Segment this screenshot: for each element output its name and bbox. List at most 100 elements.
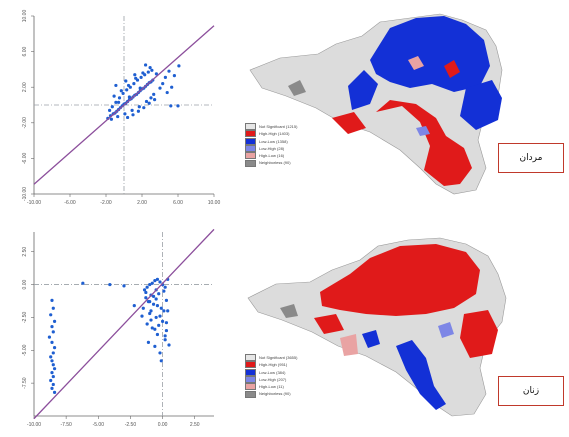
scatter-point [146,70,150,74]
y-tick-label: 0.00 [22,279,28,289]
x-tick-label: 0.00 [158,422,168,428]
scatter-point [47,335,52,339]
scatter-point [119,89,123,93]
scatter-point [110,105,114,109]
scatter-point [138,86,142,90]
scatter-point [177,64,181,68]
legend-swatch [245,159,256,167]
scatter-point [49,355,53,359]
legend-item: High-High (951) [245,361,297,369]
scatter-point [167,343,171,347]
legend-item: High-Low (11) [245,383,297,391]
legend-label: High-Low (16) [259,153,285,159]
cluster-map-top: Not Significant (1215) High-High (1403) Lo… [240,0,569,215]
map-legend-top: Not Significant (1215) High-High (1403) Lo… [245,123,297,167]
legend-item: High-Low (16) [245,152,297,160]
scatter-point [159,306,163,310]
scatter-point [140,314,144,318]
scatter-point [153,327,157,331]
cluster-map-bottom: Not Significant (3655) High-High (951) Low… [240,218,569,437]
legend-item: Low-Low (1358) [245,137,297,145]
scatter-point [112,94,116,98]
scatter-point [149,96,153,100]
y-tick-label: -6.00 [22,152,28,164]
scatter-point [116,114,120,119]
scatter-point [158,314,162,318]
y-tick-label: 2.00 [22,82,28,92]
legend-label: Low-High (207) [259,376,287,382]
legend-label: High-Low (11) [259,384,284,390]
scatter-point [164,321,169,325]
scatter-point [154,315,158,320]
scatter-point [121,91,125,96]
scatter-point [124,79,128,83]
y-tick-label: 2.50 [22,247,28,257]
scatter-point [123,112,127,116]
scatter-point [148,311,152,316]
scatter-point [158,280,162,284]
scatter-point [131,113,135,117]
scatter-point [155,332,160,337]
scatter-point [148,282,152,287]
scatter-point [150,281,154,285]
legend-swatch [245,130,256,138]
scatter-point [144,99,149,104]
scatter-point [126,83,131,88]
scatter-point [52,346,57,350]
regression-line [33,25,215,185]
legend-swatch [245,376,256,384]
y-tick-label: -2.50 [22,312,28,324]
scatter-point [127,95,131,99]
scatter-point [50,298,54,302]
scatter-point [114,100,118,104]
legend-swatch [245,137,256,145]
legend-label: Neighborless (90) [259,160,291,166]
scatter-point [162,309,166,313]
scatter-point [136,109,140,113]
legend-swatch [245,368,256,376]
scatter-point [149,318,153,322]
scatter-point [51,382,55,387]
scatter-point [163,285,167,289]
scatter-point [144,296,148,300]
scatter-point [159,359,163,363]
x-tick-label: 6.00 [173,200,183,206]
scatter-point [132,82,136,86]
legend-item: Not Significant (3655) [245,354,297,362]
scatter-point [155,304,160,308]
scatter-point [50,371,54,375]
scatter-point [150,326,154,330]
scatter-point [169,104,173,108]
scatter-point [161,82,165,86]
scatter-point [141,71,145,75]
legend-label: Low-Low (384) [259,369,286,375]
scatter-point [125,88,129,92]
map-bottom-shape [247,237,507,417]
scatter-point [167,69,171,73]
scatter-point [132,304,136,308]
legend-label: High-High (1403) [259,131,290,137]
scatter-point [155,277,160,281]
scatter-point [144,290,148,295]
x-tick-label: -6.00 [64,200,76,206]
scatter-point [130,108,134,112]
scatter-point [165,90,169,95]
scatter-point [114,83,118,88]
scatter-point [109,117,113,121]
scatter-point [163,334,167,338]
x-tick-label: -2.50 [125,422,137,428]
scatter-point [148,300,152,304]
legend-item: High-High (1403) [245,130,297,138]
legend-item: Neighborless (90) [245,390,297,398]
x-tick-label: -10.00 [27,200,41,206]
legend-swatch [245,361,256,369]
scatter-point [142,288,147,292]
scatter-point [117,96,122,100]
x-tick-label: -7.50 [60,422,72,428]
x-tick-label: -10.00 [27,422,41,428]
scatter-point [51,363,55,367]
scatter-point [154,297,158,301]
y-tick-label: -10.00 [22,187,28,201]
scatter-point [150,68,154,72]
scatter-point [163,338,167,342]
